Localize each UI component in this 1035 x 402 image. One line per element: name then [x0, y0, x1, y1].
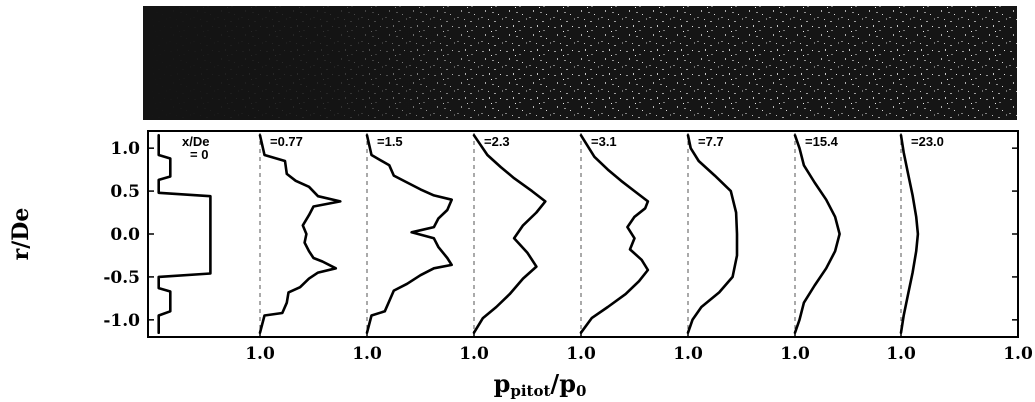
y-tick-label: 1.0: [110, 139, 140, 159]
x-tick-label: 1.0: [352, 344, 382, 364]
station-label-1: x/De: [182, 134, 209, 149]
profile-line-6: [686, 134, 739, 334]
station-labels: x/De= 0 =0.77 =1.5 =2.3 =3.1 =7.7 =15.4 =23.0: [182, 134, 944, 162]
x-axis-title-tail-sub: 0: [576, 382, 586, 400]
station-label-5: =3.1: [591, 134, 617, 149]
x-axis-title-main: p: [494, 369, 511, 398]
station-label-3: =1.5: [377, 134, 403, 149]
station-label-7: =15.4: [805, 134, 839, 149]
profile-line-5: [579, 134, 650, 334]
x-axis-ticks: 1.0 1.0 1.0 1.0 1.0 1.0 1.0 1.0: [245, 331, 1033, 364]
y-axis-ticks: 1.0 0.5 0.0 -0.5 -1.0: [103, 139, 1018, 331]
y-axis-title: r/De: [8, 208, 34, 261]
y-tick-label: 0.0: [110, 225, 140, 245]
y-tick-label: -0.5: [103, 268, 140, 288]
panel-baselines: [259, 133, 902, 335]
x-tick-label: 1.0: [566, 344, 596, 364]
x-axis-title-sub: pitot: [510, 382, 550, 400]
plot-frame: [147, 130, 1019, 338]
x-tick-label: 1.0: [245, 344, 275, 364]
x-tick-label: 1.0: [886, 344, 916, 364]
station-label-2: =0.77: [270, 134, 303, 149]
profile-line-1: [157, 134, 212, 334]
station-label-1-line2: = 0: [190, 147, 208, 162]
pitot-profiles: [157, 134, 920, 334]
x-tick-label: 1.0: [673, 344, 703, 364]
x-tick-label: 1.0: [1003, 344, 1033, 364]
station-label-6: =7.7: [698, 134, 724, 149]
profile-line-2: [258, 134, 342, 334]
profile-line-7: [793, 134, 841, 334]
station-label-8: =23.0: [911, 134, 944, 149]
station-label-4: =2.3: [484, 134, 510, 149]
profile-line-4: [472, 134, 547, 334]
x-axis-title: ppitot/p0: [494, 369, 587, 400]
y-tick-label: -1.0: [103, 311, 140, 331]
flow-visualization-image: [143, 6, 1017, 120]
x-tick-label: 1.0: [780, 344, 810, 364]
profile-line-3: [365, 134, 453, 334]
x-axis-title-tail: /p: [550, 369, 576, 398]
profile-line-8: [899, 134, 920, 334]
y-tick-label: 0.5: [110, 182, 140, 202]
x-tick-label: 1.0: [459, 344, 489, 364]
